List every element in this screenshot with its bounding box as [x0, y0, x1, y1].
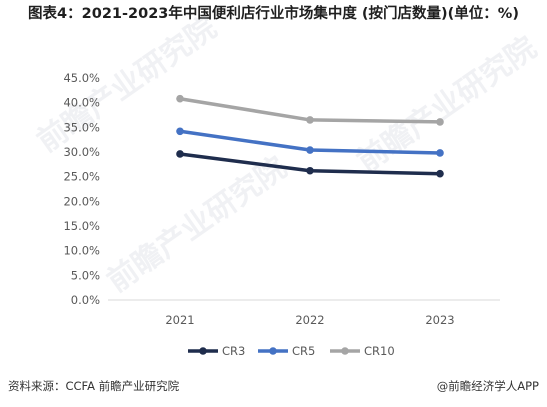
y-tick-label: 20.0% — [63, 194, 100, 208]
legend-marker — [199, 347, 207, 355]
data-point-cr3 — [176, 150, 184, 158]
y-tick-label: 40.0% — [63, 96, 100, 110]
x-tick-label: 2022 — [295, 313, 324, 327]
data-point-cr5 — [436, 149, 444, 157]
y-axis: 0.0% 5.0% 10.0% 15.0% 20.0% 25.0% 30.0% 35.0% 40… — [63, 71, 100, 307]
series-group — [176, 94, 444, 178]
y-tick-label: 0.0% — [71, 293, 100, 307]
y-tick-label: 30.0% — [63, 145, 100, 159]
data-point-cr10 — [306, 116, 314, 124]
legend-marker — [269, 347, 277, 355]
x-axis: 2021 2022 2023 — [108, 299, 500, 327]
y-tick-label: 35.0% — [63, 120, 100, 134]
data-point-cr3 — [436, 169, 444, 178]
data-point-cr5 — [176, 127, 184, 136]
legend-label: CR10 — [364, 344, 395, 358]
data-point-cr10 — [436, 118, 444, 126]
y-tick-label: 10.0% — [63, 244, 100, 258]
y-tick-label: 15.0% — [63, 219, 100, 233]
brand-note: @前瞻经济学人APP — [436, 379, 539, 393]
y-tick-label: 5.0% — [71, 268, 100, 282]
legend-label: CR3 — [222, 344, 245, 358]
y-tick-label: 25.0% — [63, 170, 100, 184]
data-point-cr10 — [176, 94, 184, 103]
y-tick-label: 45.0% — [63, 71, 100, 85]
x-tick-label: 2023 — [425, 313, 454, 327]
legend-label: CR5 — [292, 344, 315, 358]
legend-marker — [341, 347, 349, 355]
x-tick-label: 2021 — [165, 313, 194, 327]
legend: CR3 CR5 CR10 — [188, 344, 395, 358]
data-point-cr3 — [306, 166, 314, 175]
source-note: 资料来源：CCFA 前瞻产业研究院 — [8, 379, 180, 393]
chart-title: 图表4：2021-2023年中国便利店行业市场集中度 (按门店数量)(单位：%) — [28, 6, 519, 22]
data-point-cr5 — [306, 146, 314, 154]
